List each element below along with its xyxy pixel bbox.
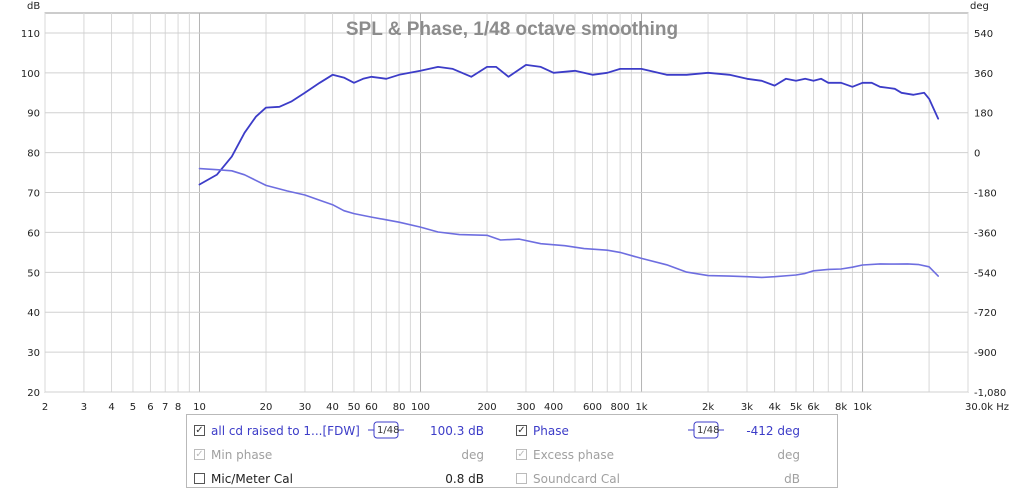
x-tick-label: 3k bbox=[741, 402, 753, 413]
x-tick-label: 6k bbox=[807, 402, 819, 413]
left-axis-unit: dB bbox=[27, 1, 40, 12]
y-left-tick-label: 20 bbox=[27, 388, 40, 399]
spl-series-line bbox=[198, 64, 940, 186]
x-tick-label: 5k bbox=[790, 402, 802, 413]
phase-checkbox[interactable]: ✓ bbox=[516, 425, 527, 436]
x-tick-label: 5 bbox=[130, 402, 136, 413]
mic-cal-checkbox[interactable] bbox=[194, 473, 205, 484]
spl-value: 100.3 dB bbox=[429, 424, 484, 438]
x-tick-label: 600 bbox=[583, 402, 602, 413]
y-right-tick-label: -360 bbox=[974, 228, 997, 239]
legend-row-soundcard-cal[interactable]: Soundcard Cal dB bbox=[516, 469, 826, 491]
y-left-tick-label: 70 bbox=[27, 189, 40, 200]
soundcard-cal-checkbox[interactable] bbox=[516, 473, 527, 484]
y-right-tick-label: -180 bbox=[974, 189, 997, 200]
x-tick-label: 6 bbox=[147, 402, 153, 413]
right-axis-unit: deg bbox=[970, 1, 989, 12]
x-tick-label: 50 bbox=[348, 402, 361, 413]
grid bbox=[44, 13, 969, 393]
mic-cal-label: Mic/Meter Cal bbox=[211, 472, 293, 486]
y-right-tick-label: 180 bbox=[974, 109, 993, 120]
x-tick-label: 7 bbox=[162, 402, 168, 413]
x-tick-label: 10k bbox=[853, 402, 872, 413]
spl-smoothing-num: 1/48 bbox=[377, 425, 399, 436]
mic-cal-value: 0.8 dB bbox=[445, 472, 484, 486]
legend-row-mic-cal[interactable]: Mic/Meter Cal 0.8 dB bbox=[194, 469, 504, 491]
soundcard-cal-value: dB bbox=[784, 472, 800, 486]
y-left-tick-label: 30 bbox=[27, 348, 40, 359]
y-right-tick-label: -1,080 bbox=[974, 388, 1006, 399]
x-tick-label: 300 bbox=[516, 402, 535, 413]
x-tick-label: 10 bbox=[193, 402, 206, 413]
y-right-tick-label: 540 bbox=[974, 29, 993, 40]
x-tick-label: 8k bbox=[835, 402, 847, 413]
legend-panel: ✓ all cd raised to 1...[FDW] 1/48 100.3 … bbox=[186, 414, 838, 488]
excess-phase-value: deg bbox=[777, 448, 800, 462]
x-tick-label: 60 bbox=[365, 402, 378, 413]
x-tick-label: 100 bbox=[411, 402, 430, 413]
chart-title: SPL & Phase, 1/48 octave smoothing bbox=[346, 19, 678, 40]
legend-row-phase[interactable]: ✓ Phase 1/48 -412 deg bbox=[516, 421, 826, 443]
phase-value: -412 deg bbox=[746, 424, 800, 438]
x-tick-label: 30.0k Hz bbox=[965, 402, 1009, 413]
soundcard-cal-label: Soundcard Cal bbox=[533, 472, 620, 486]
legend-row-min-phase[interactable]: ✓ Min phase deg bbox=[194, 445, 504, 467]
y-left-tick-label: 110 bbox=[21, 29, 40, 40]
y-left-tick-label: 100 bbox=[21, 69, 40, 80]
y-right-tick-label: 0 bbox=[974, 149, 980, 160]
plot-area bbox=[44, 12, 969, 393]
x-tick-label: 2k bbox=[702, 402, 714, 413]
x-tick-label: 800 bbox=[611, 402, 630, 413]
x-tick-label: 8 bbox=[175, 402, 181, 413]
min-phase-label: Min phase bbox=[211, 448, 273, 462]
x-tick-label: 4 bbox=[108, 402, 114, 413]
x-tick-label: 400 bbox=[544, 402, 563, 413]
y-right-tick-label: -900 bbox=[974, 348, 997, 359]
y-right-tick-label: -720 bbox=[974, 308, 997, 319]
x-tick-label: 80 bbox=[393, 402, 406, 413]
y-left-tick-label: 50 bbox=[27, 268, 40, 279]
x-tick-label: 4k bbox=[769, 402, 781, 413]
phase-label: Phase bbox=[533, 424, 569, 438]
x-tick-label: 1k bbox=[635, 402, 647, 413]
series-lines bbox=[198, 64, 940, 279]
x-tick-label: 2 bbox=[42, 402, 48, 413]
axis-ticks: 2 3 4 5 6 7 8 10 20 30 40 50 60 80 100 200 300 400 600 800 1… bbox=[21, 29, 1009, 413]
legend-row-spl[interactable]: ✓ all cd raised to 1...[FDW] 1/48 100.3 … bbox=[194, 421, 504, 443]
x-tick-label: 30 bbox=[299, 402, 312, 413]
y-left-tick-label: 40 bbox=[27, 308, 40, 319]
spl-smoothing-icon[interactable]: 1/48 bbox=[368, 421, 404, 439]
excess-phase-checkbox[interactable]: ✓ bbox=[516, 449, 527, 460]
phase-series-line bbox=[198, 167, 939, 279]
x-tick-label: 40 bbox=[326, 402, 339, 413]
spl-label: all cd raised to 1...[FDW] bbox=[211, 424, 360, 438]
legend-row-excess-phase[interactable]: ✓ Excess phase deg bbox=[516, 445, 826, 467]
x-tick-label: 200 bbox=[477, 402, 496, 413]
y-right-tick-label: -540 bbox=[974, 268, 997, 279]
min-phase-checkbox[interactable]: ✓ bbox=[194, 449, 205, 460]
phase-smoothing-num: 1/48 bbox=[697, 425, 719, 436]
x-tick-label: 3 bbox=[81, 402, 87, 413]
phase-smoothing-icon[interactable]: 1/48 bbox=[688, 421, 724, 439]
y-left-tick-label: 90 bbox=[27, 109, 40, 120]
x-tick-label: 20 bbox=[260, 402, 273, 413]
spl-phase-chart: 2 3 4 5 6 7 8 10 20 30 40 50 60 80 100 200 300 400 600 800 1… bbox=[21, 1, 1009, 413]
excess-phase-label: Excess phase bbox=[533, 448, 614, 462]
y-left-tick-label: 80 bbox=[27, 149, 40, 160]
spl-checkbox[interactable]: ✓ bbox=[194, 425, 205, 436]
y-left-tick-label: 60 bbox=[27, 228, 40, 239]
y-right-tick-label: 360 bbox=[974, 69, 993, 80]
min-phase-value: deg bbox=[461, 448, 484, 462]
